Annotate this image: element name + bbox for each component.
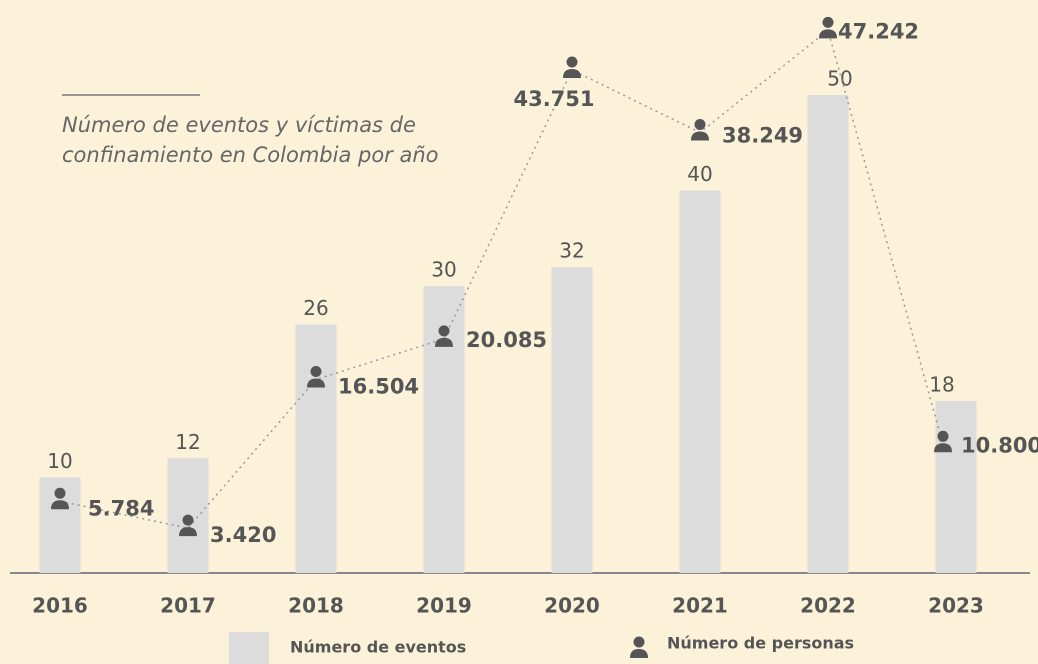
x-tick-label: 2021 (672, 594, 728, 618)
person-label: 38.249 (722, 123, 803, 147)
person-label: 47.242 (838, 19, 919, 43)
person-head (633, 636, 645, 648)
person-head (694, 118, 706, 130)
person-label: 3.420 (210, 523, 276, 547)
person-body (819, 29, 837, 39)
bar-label: 18 (929, 372, 954, 396)
bar-label: 12 (175, 430, 200, 454)
bar (295, 324, 337, 573)
person-marker (819, 16, 837, 39)
x-tick-label: 2020 (544, 594, 600, 618)
person-label: 16.504 (338, 375, 419, 399)
person-body (630, 649, 648, 658)
person-label: 20.085 (466, 328, 547, 352)
person-head (566, 56, 578, 68)
person-head (310, 366, 322, 378)
person-head (54, 487, 66, 499)
person-head (438, 325, 450, 337)
bar-label: 32 (559, 239, 584, 263)
legend-swatch (229, 632, 269, 664)
person-marker (563, 56, 581, 78)
x-tick-label: 2022 (800, 594, 856, 618)
x-tick-label: 2023 (928, 594, 984, 618)
legend-label: Número de eventos (290, 638, 466, 657)
person-body (691, 131, 709, 141)
person-body (179, 527, 197, 537)
bar-label: 26 (303, 296, 328, 320)
person-label: 10.800 (961, 433, 1038, 457)
x-tick-label: 2016 (32, 594, 88, 618)
person-marker (51, 487, 69, 510)
person-head (182, 514, 194, 526)
person-marker (179, 514, 197, 537)
person-marker (435, 325, 453, 347)
person-body (51, 500, 69, 510)
bar-label: 50 (827, 67, 852, 91)
person-body (307, 378, 325, 388)
person-body (435, 337, 453, 347)
person-marker (934, 430, 952, 453)
bar (551, 267, 593, 573)
x-tick-label: 2018 (288, 594, 344, 618)
person-head (937, 430, 949, 442)
person-marker (307, 366, 325, 388)
persons-line (59, 29, 944, 529)
bar (807, 95, 849, 573)
bar-label: 30 (431, 258, 456, 282)
chart-title: Número de eventos y víctimas de confinam… (62, 113, 439, 167)
x-tick-label: 2019 (416, 594, 472, 618)
legend-icon (630, 636, 648, 658)
person-head (822, 16, 834, 28)
person-body (563, 68, 581, 78)
bar-label: 40 (687, 162, 712, 186)
bar (679, 190, 721, 573)
person-label: 43.751 (513, 87, 594, 111)
bar-label: 10 (47, 449, 72, 473)
person-label: 5.784 (88, 496, 154, 520)
x-tick-label: 2017 (160, 594, 216, 618)
person-marker (691, 118, 709, 141)
bar (935, 400, 977, 573)
legend-label: Número de personas (667, 634, 854, 653)
person-body (934, 443, 952, 453)
